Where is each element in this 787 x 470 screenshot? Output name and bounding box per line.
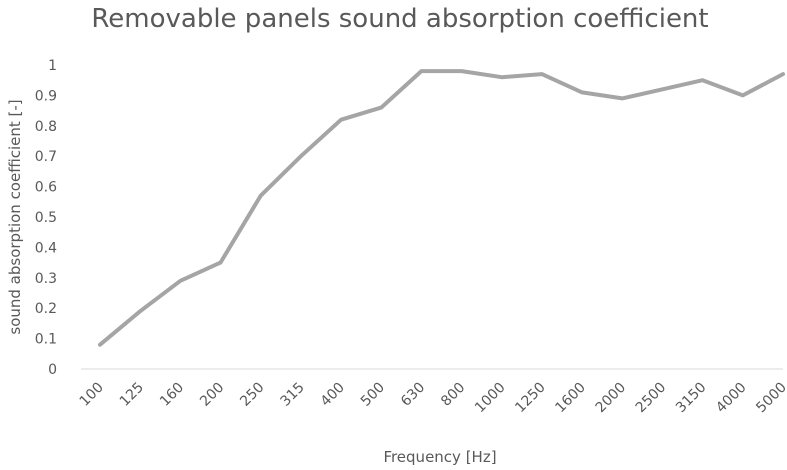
x-tick-label: 125 [117,380,147,410]
x-tick-label: 200 [197,380,227,410]
y-tick-label: 0.7 [35,149,57,165]
y-tick-label: 0.5 [35,210,57,226]
x-tick-label: 400 [318,380,348,410]
y-tick-label: 0.6 [35,180,57,196]
x-tick-label: 630 [398,380,428,410]
y-tick-label: 0.8 [35,119,57,135]
x-tick-label: 4000 [713,380,750,417]
x-tick-label: 250 [237,380,267,410]
x-tick-label: 1600 [552,380,589,417]
series-line [98,69,785,347]
x-tick-label: 1250 [512,380,549,417]
x-tick-label: 2500 [633,380,670,417]
x-tick-label: 315 [277,380,307,410]
y-axis-title: sound absorption coefficient [-] [6,99,24,334]
x-tick-label: 3150 [673,380,710,417]
x-tick-label: 800 [438,380,468,410]
series-group [98,69,785,347]
x-tick-labels: 100 125 160 200 250 315 400 500 630 800 1000 1250 16… [77,380,787,417]
y-tick-label: 0.1 [35,332,57,348]
x-tick-label: 100 [77,380,107,410]
x-axis-title: Frequency [Hz] [383,448,496,466]
y-tick-label: 0.4 [35,240,57,256]
chart-title: Removable panels sound absorption coeffi… [91,4,708,34]
y-tick-label: 0.9 [35,88,57,104]
x-tick-label: 160 [157,380,187,410]
y-tick-label: 1 [48,58,57,74]
x-tick-label: 5000 [753,380,787,417]
y-tick-label: 0 [48,362,57,378]
y-tick-label: 0.3 [35,271,57,287]
x-tick-label: 2000 [593,380,630,417]
y-tick-label: 0.2 [35,301,57,317]
x-tick-label: 500 [358,380,388,410]
x-tick-label: 1000 [472,380,509,417]
y-tick-labels: 0 0.1 0.2 0.3 0.4 0.5 0.6 0.7 0.8 0.9 1 [35,58,57,378]
